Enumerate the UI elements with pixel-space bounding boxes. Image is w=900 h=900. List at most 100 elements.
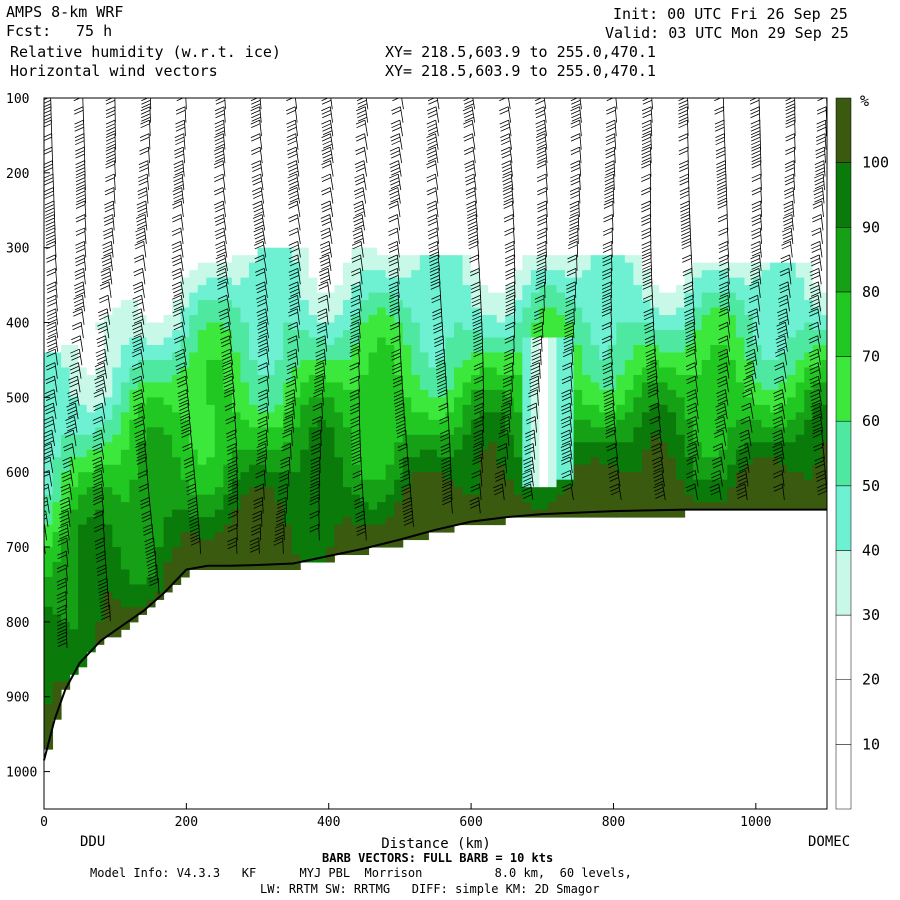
rh-cell <box>351 509 361 518</box>
rh-cell <box>377 270 387 279</box>
rh-cell <box>377 502 387 511</box>
rh-cell <box>44 629 54 638</box>
rh-cell <box>112 591 122 600</box>
rh-cell <box>120 315 130 324</box>
rh-cell <box>744 374 754 383</box>
wind-barb <box>44 146 53 164</box>
rh-cell <box>573 397 583 406</box>
station-left: DDU <box>80 834 106 850</box>
rh-cell <box>795 427 805 436</box>
rh-cell <box>86 344 96 353</box>
rh-cell <box>428 517 438 526</box>
rh-cell <box>787 270 797 279</box>
rh-cell <box>676 344 686 353</box>
wind-barb <box>181 429 193 447</box>
x-tick-label: 0 <box>40 815 48 830</box>
wind-barb <box>680 227 692 244</box>
rh-cell <box>155 359 165 368</box>
rh-cell <box>300 427 310 436</box>
rh-cell <box>735 502 745 511</box>
rh-cell <box>52 584 62 593</box>
rh-cell <box>565 300 575 309</box>
rh-cell <box>129 591 139 600</box>
rh-cell <box>266 337 276 346</box>
wind-barb <box>560 416 573 433</box>
rh-cell <box>599 255 609 264</box>
rh-cell <box>146 285 156 294</box>
rh-cell <box>735 315 745 324</box>
wind-barb <box>30 578 41 594</box>
rh-cell <box>172 434 182 443</box>
rh-cell <box>180 457 190 466</box>
rh-cell <box>744 352 754 361</box>
wind-barb <box>684 308 696 325</box>
rh-cell <box>377 404 387 413</box>
wind-barb <box>215 98 226 110</box>
rh-cell <box>163 389 173 398</box>
wind-barb <box>426 173 439 191</box>
rh-cell <box>411 352 421 361</box>
rh-cell <box>522 434 532 443</box>
rh-cell <box>112 509 122 518</box>
wind-barb <box>92 429 105 447</box>
rh-cell <box>419 442 429 451</box>
rh-cell <box>197 419 207 428</box>
rh-cell <box>377 262 387 271</box>
rh-cell <box>86 562 96 571</box>
rh-cell <box>735 374 745 383</box>
rh-cell <box>513 255 523 264</box>
wind-barb <box>604 416 617 433</box>
rh-cell <box>52 606 62 615</box>
wind-barb <box>601 294 613 312</box>
rh-cell <box>283 539 293 548</box>
wind-barb <box>392 98 404 110</box>
rh-cell <box>112 621 122 630</box>
wind-barb <box>174 146 186 164</box>
wind-barb <box>213 187 226 204</box>
rh-cell <box>479 487 489 496</box>
wind-barb <box>718 308 731 325</box>
rh-cell <box>428 367 438 376</box>
rh-cell <box>539 487 549 496</box>
wind-barb <box>501 160 513 177</box>
rh-cell <box>735 285 745 294</box>
rh-cell <box>249 427 259 436</box>
rh-cell <box>804 389 814 398</box>
wind-barb <box>528 389 539 406</box>
wind-barb <box>250 119 262 137</box>
rh-cell <box>718 472 728 481</box>
rh-cell <box>471 382 481 391</box>
rh-cell <box>274 562 284 571</box>
rh-cell <box>385 315 395 324</box>
rh-cell <box>761 262 771 271</box>
rh-cell <box>317 247 327 256</box>
rh-cell <box>69 367 79 376</box>
rh-cell <box>556 285 566 294</box>
rh-cell <box>360 352 370 361</box>
rh-cell <box>522 502 532 511</box>
rh-cell <box>513 502 523 511</box>
rh-cell <box>607 382 617 391</box>
rh-cell <box>137 382 148 391</box>
wind-barb <box>499 98 511 110</box>
wind-barb <box>354 160 368 177</box>
rh-cell <box>419 509 429 518</box>
rh-cell <box>479 494 489 503</box>
rh-cell <box>180 367 190 376</box>
rh-cell <box>787 457 797 466</box>
rh-cell <box>641 359 651 368</box>
rh-cell <box>120 464 130 473</box>
rh-cell <box>360 479 370 488</box>
rh-cell <box>180 419 190 428</box>
rh-cell <box>411 277 421 286</box>
rh-cell <box>86 606 96 615</box>
rh-cell <box>300 389 310 398</box>
rh-cell <box>821 285 827 294</box>
rh-cell <box>394 502 404 511</box>
rh-cell <box>488 322 498 331</box>
wind-barb <box>535 119 547 137</box>
rh-cell <box>274 404 284 413</box>
wind-barb <box>426 106 440 123</box>
rh-cell <box>137 464 148 473</box>
